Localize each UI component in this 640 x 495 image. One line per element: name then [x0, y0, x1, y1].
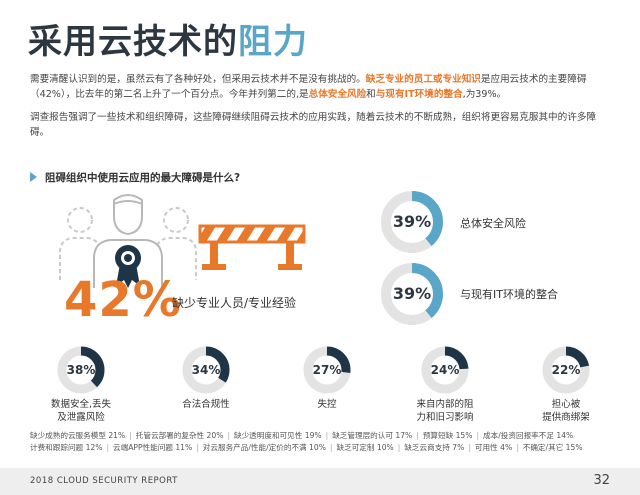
- footnote-separator: |: [129, 431, 132, 440]
- page-number: 32: [593, 473, 610, 488]
- intro-text-e: 和: [366, 89, 376, 100]
- intro-highlight-security: 总体安全风险: [308, 89, 367, 100]
- footnote-item: 缺乏可定制 10%: [336, 443, 394, 452]
- subheading-text: 阻碍组织中使用云应用的最大障碍是什么?: [45, 172, 241, 184]
- title-highlight: 阻力: [238, 22, 308, 62]
- title-main: 采用云技术的: [28, 22, 238, 62]
- road-barrier-icon: [198, 224, 306, 270]
- footnote-item: 可用性 4%: [474, 443, 513, 452]
- donut-small-3: 24%: [421, 346, 469, 398]
- page-footer: 2018 CLOUD SECURITY REPORT 32: [0, 468, 640, 495]
- donut-small-3-label: 来自内部的阻 力和旧习影响: [390, 398, 500, 424]
- footnote-item: 计费和跟踪问题 12%: [30, 443, 103, 452]
- intro-text-g: ,为39%。: [462, 89, 507, 100]
- footnote-item: 缺乏管理层的认可 17%: [332, 431, 413, 440]
- donut-large-0: 39%: [380, 190, 444, 258]
- second-paragraph: 调查报告强调了一些技术和组织障碍，这些障碍继续阻碍云技术的应用实践，随着云技术的…: [30, 112, 597, 138]
- donut-small-4-line2: 提供商绑架: [542, 412, 590, 423]
- donut-small-1-value: 34%: [191, 363, 221, 377]
- donut-small-3-line2: 力和旧习影响: [416, 412, 474, 423]
- footnote-separator: |: [106, 443, 110, 452]
- footnote-item: 成本/投资回报率不足 14%: [483, 431, 574, 440]
- footnote-row-1: 缺少成熟的云服务模型 21% | 托管云部署的复杂性 20% | 缺少透明度和可见性 1…: [30, 430, 620, 442]
- donut-chart-large-1: [381, 263, 443, 325]
- footnote-separator: |: [516, 443, 519, 452]
- footnote-item: 云端APP性能问题 11%: [113, 443, 193, 452]
- footnote-separator: |: [476, 431, 480, 440]
- donut-small-3-line1: 来自内部的阻: [416, 399, 474, 410]
- donut-small-2-line1: 失控: [317, 399, 337, 410]
- main-stat-value: 42%: [64, 272, 182, 328]
- other-barriers-footnote: 缺少成熟的云服务模型 21% | 托管云部署的复杂性 20% | 缺少透明度和可见性 1…: [30, 430, 620, 454]
- donut-small-4-label: 担心被 提供商绑架: [511, 398, 621, 424]
- section-subheading: 阻碍组织中使用云应用的最大障碍是什么?: [30, 170, 240, 185]
- footnote-item: 预算短缺 15%: [422, 431, 473, 440]
- donut-large-1-value: 39%: [392, 284, 432, 303]
- donut-chart-large-0: [381, 191, 443, 253]
- footnote-item: 对云服务产品/性能/定价的不满 10%: [202, 443, 326, 452]
- donut-large-1: 39%: [380, 262, 444, 330]
- donut-small-1: 34%: [182, 346, 230, 398]
- footnote-separator: |: [397, 443, 401, 452]
- footnote-row-2: 计费和跟踪问题 12% | 云端APP性能问题 11% | 对云服务产品/性能/定价的不…: [30, 442, 620, 454]
- award-badge-icon: [115, 245, 141, 288]
- intro-text-c: 是应用云技术的主要障碍（42%），比去年的第二名上升了一个百分点。今年并列第二的…: [30, 74, 587, 100]
- page-title: 采用云技术的阻力: [28, 14, 308, 63]
- footnote-separator: |: [416, 431, 419, 440]
- triangle-bullet-icon: [30, 172, 37, 182]
- main-stat-label: 缺少专业人员/专业经验: [172, 296, 297, 310]
- footnote-separator: |: [227, 431, 230, 440]
- footnote-item: 缺乏云商支持 7%: [404, 443, 465, 452]
- donut-small-2-label: 失控: [272, 398, 382, 411]
- donut-small-4-value: 22%: [551, 363, 581, 377]
- donut-small-4-line1: 担心被: [551, 399, 581, 410]
- donut-large-1-label: 与现有IT环境的整合: [460, 288, 558, 301]
- donut-small-0-line2: 及泄露风险: [57, 412, 105, 423]
- donut-small-2-value: 27%: [312, 363, 342, 377]
- donut-small-1-line1: 合法合规性: [182, 399, 230, 410]
- footnote-separator: |: [329, 443, 333, 452]
- donut-small-4: 22%: [542, 346, 590, 398]
- footnote-item: 缺少成熟的云服务模型 21%: [30, 431, 126, 440]
- donut-large-0-value: 39%: [392, 212, 432, 231]
- footnote-separator: |: [468, 443, 471, 452]
- intro-paragraph: 需要清醒认识到的是，虽然云有了各种好处，但采用云技术并不是没有挑战的。缺乏专业的…: [30, 72, 615, 102]
- donut-small-0-value: 38%: [66, 363, 96, 377]
- donut-small-3-value: 24%: [430, 363, 460, 377]
- donut-small-0-label: 数据安全,丢失 及泄露风险: [26, 398, 136, 424]
- people-badge-icon: [59, 194, 197, 288]
- footnote-separator: |: [196, 443, 199, 452]
- donut-small-0-line1: 数据安全,丢失: [50, 399, 112, 410]
- intro-highlight-staff: 缺乏专业的员工或专业知识: [365, 74, 481, 85]
- intro-highlight-integration: 与现有IT环境的整合: [375, 89, 463, 100]
- footnote-item: 缺少透明度和可见性 19%: [234, 431, 322, 440]
- footnote-item: 托管云部署的复杂性 20%: [135, 431, 224, 440]
- footnote-item: 不确定/其它 15%: [522, 443, 583, 452]
- donut-small-1-label: 合法合规性: [151, 398, 261, 411]
- donut-small-0: 38%: [57, 346, 105, 398]
- footnote-separator: |: [325, 431, 329, 440]
- donut-small-2: 27%: [303, 346, 351, 398]
- donut-large-0-label: 总体安全风险: [460, 217, 526, 230]
- report-name: 2018 CLOUD SECURITY REPORT: [30, 476, 178, 486]
- intro-text-a: 需要清醒认识到的是，虽然云有了各种好处，但采用云技术并不是没有挑战的。: [30, 74, 366, 85]
